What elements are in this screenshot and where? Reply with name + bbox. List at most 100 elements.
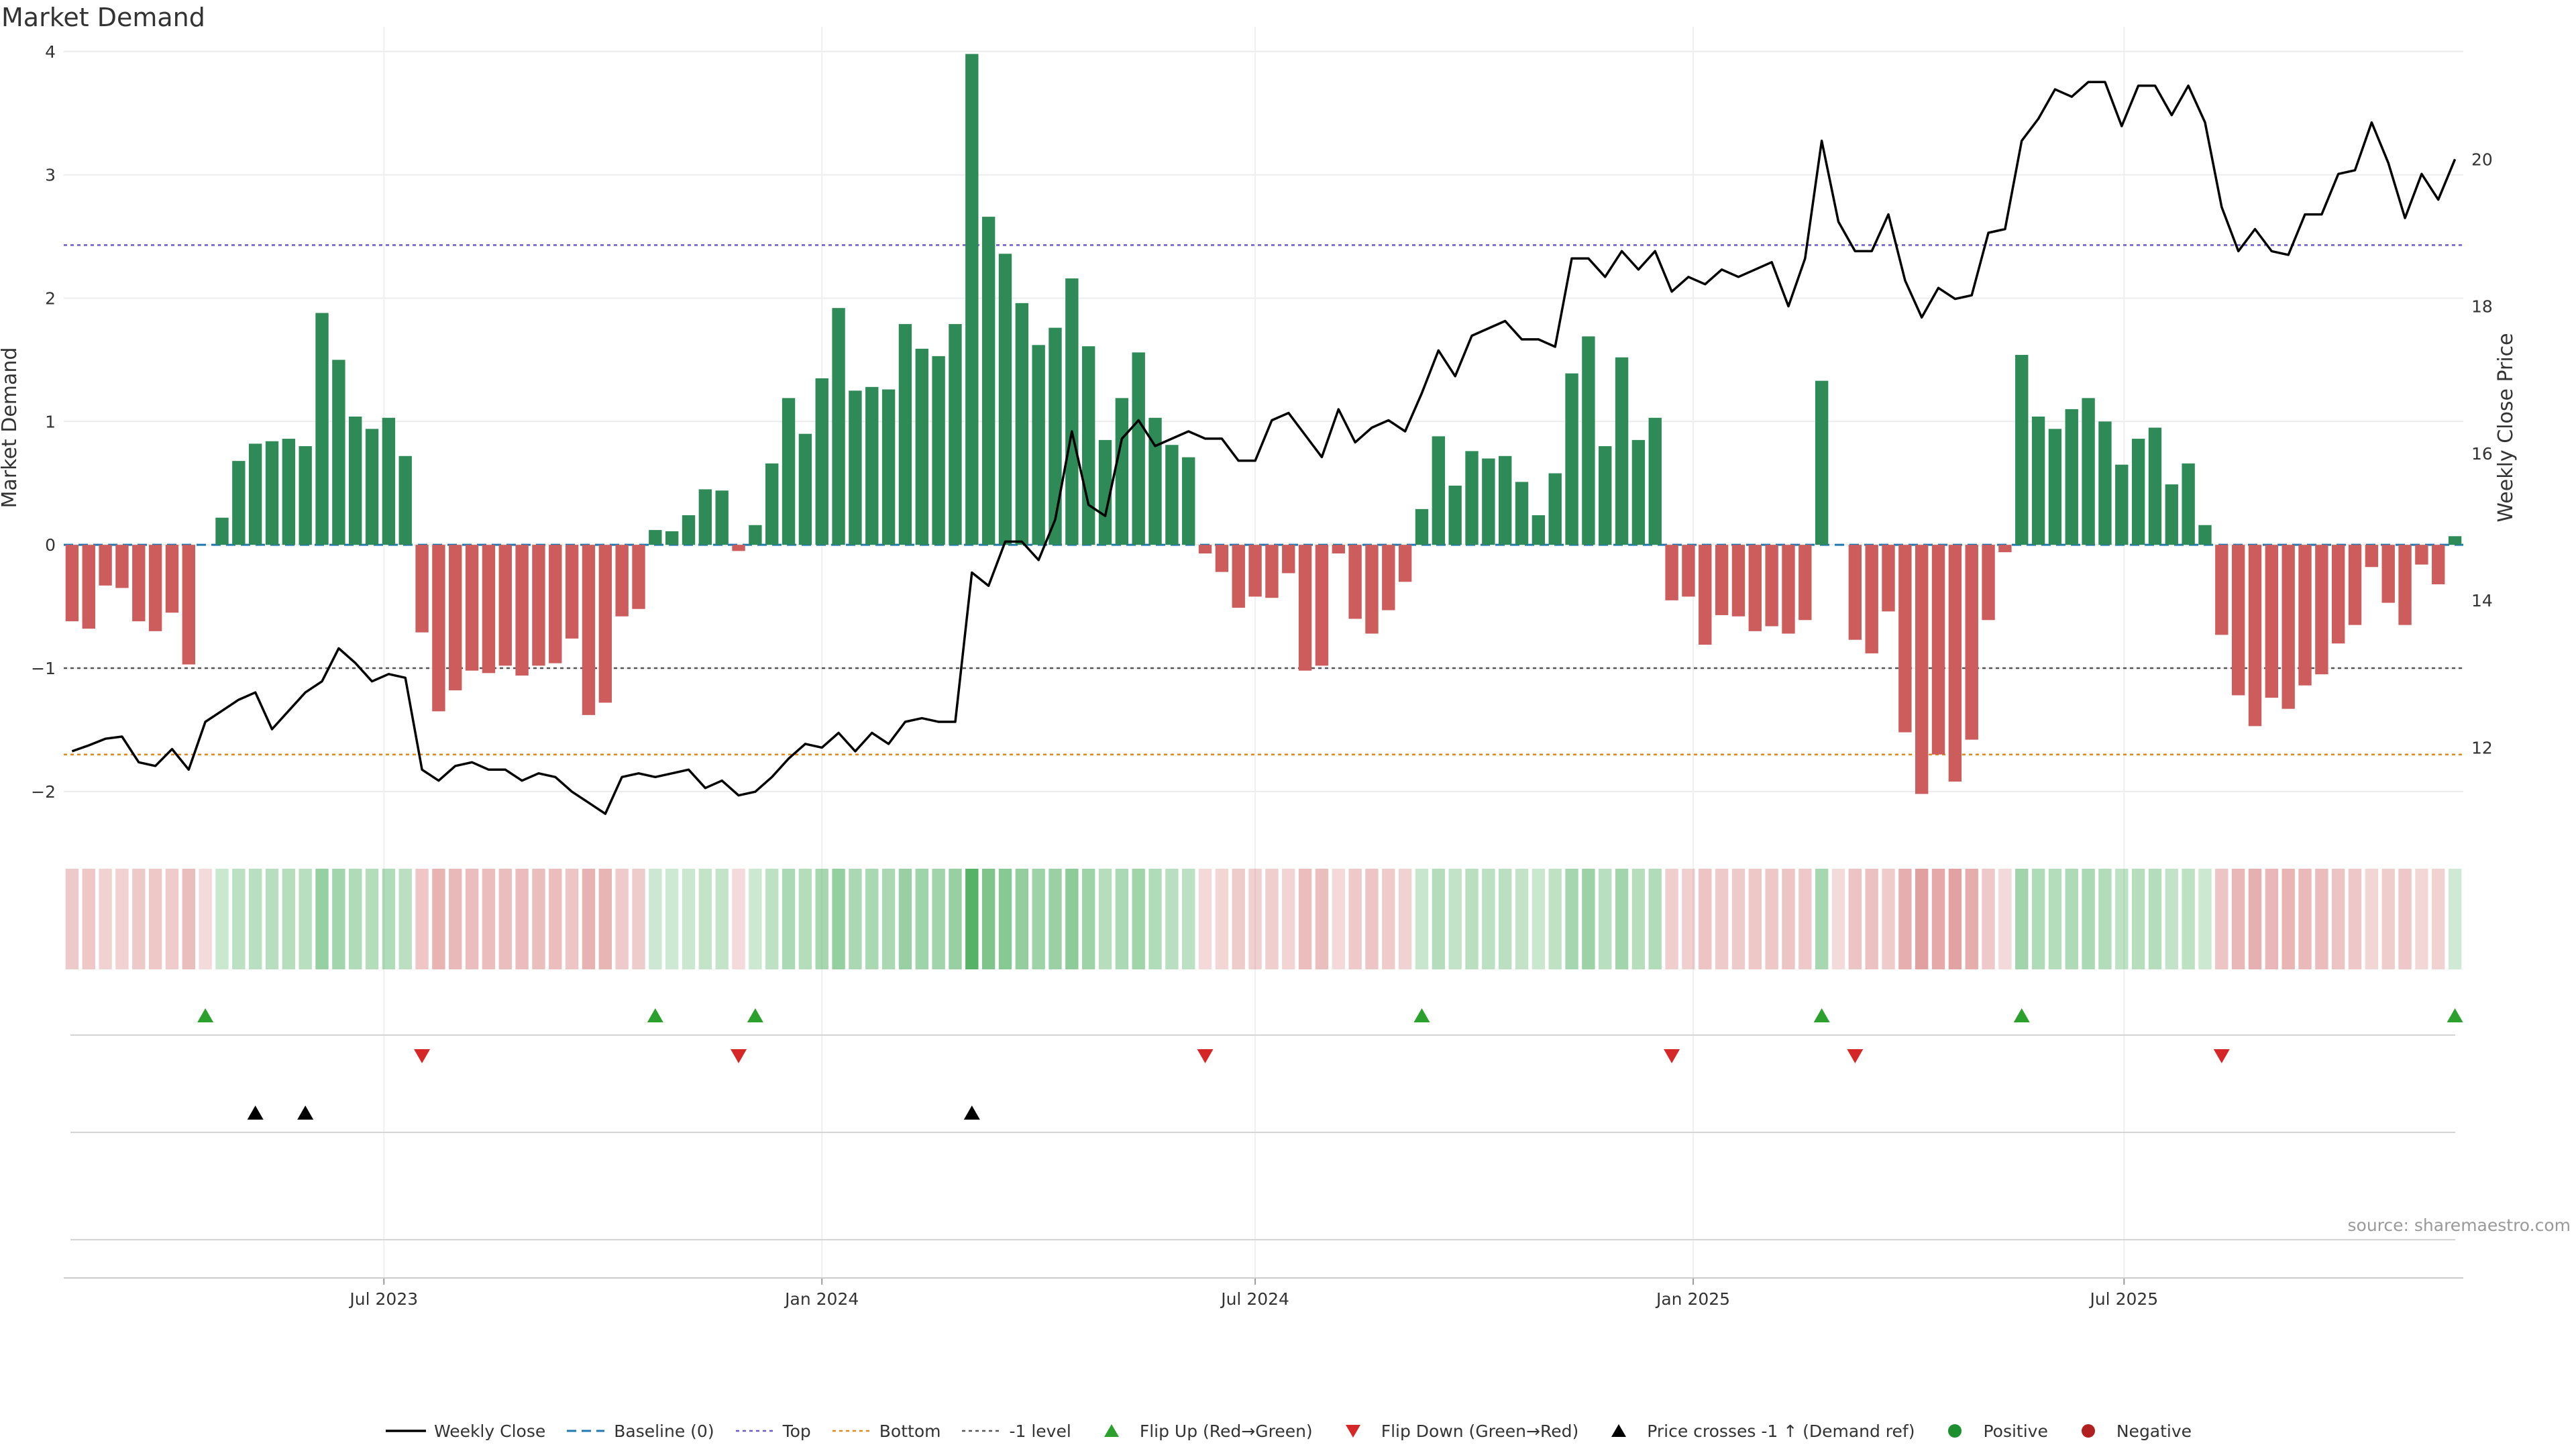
demand-bar <box>1931 545 1945 755</box>
demand-heat-cell <box>1665 869 1678 969</box>
flip-down-marker <box>414 1049 431 1063</box>
chart-title: Market Demand <box>1 3 205 32</box>
demand-heat-cell <box>2282 869 2295 969</box>
demand-bar <box>332 360 345 545</box>
demand-bar <box>1015 303 1029 545</box>
demand-bar <box>765 463 779 545</box>
demand-bar <box>2432 545 2445 584</box>
demand-heat-cell <box>2031 869 2045 969</box>
demand-bar <box>2082 398 2095 545</box>
flip-down-marker <box>1664 1049 1680 1063</box>
weekly-close-line <box>71 80 2457 815</box>
demand-heat-cell <box>1115 869 1129 969</box>
demand-heat-cell <box>782 869 796 969</box>
demand-heat-cell <box>1748 869 1762 969</box>
demand-bar <box>1498 455 1512 545</box>
demand-bar <box>315 313 329 545</box>
demand-bar <box>1599 446 1612 545</box>
demand-heat-cell <box>715 869 729 969</box>
demand-bar <box>1982 545 1995 621</box>
demand-bar <box>1032 345 1045 545</box>
demand-heat-cell <box>365 869 379 969</box>
demand-heat-cell <box>732 869 745 969</box>
price-cross-marker <box>297 1106 314 1120</box>
demand-bar <box>749 525 762 545</box>
demand-heat-cell <box>1965 869 1978 969</box>
demand-bar <box>1682 545 1695 597</box>
demand-bar <box>1415 508 1429 545</box>
x-tick-label: Jan 2025 <box>1655 1289 1730 1309</box>
demand-bar <box>415 545 429 633</box>
demand-bar <box>2198 525 2212 545</box>
demand-heat-cell <box>998 869 1012 969</box>
demand-bar <box>1515 482 1529 545</box>
demand-bar <box>2065 409 2078 545</box>
demand-heat-cell <box>1865 869 1878 969</box>
demand-bar <box>2398 545 2412 625</box>
demand-bar <box>365 429 379 545</box>
demand-heat-cell <box>398 869 412 969</box>
demand-bar <box>2298 545 2312 686</box>
demand-bar <box>2231 545 2245 696</box>
legend-symbol-line <box>385 1430 426 1432</box>
demand-bar <box>715 490 729 545</box>
demand-bar <box>865 386 879 545</box>
demand-heat-cell <box>1282 869 1295 969</box>
demand-heat-cell <box>582 869 596 969</box>
demand-heat-cell <box>2265 869 2279 969</box>
demand-heat-cell <box>282 869 296 969</box>
legend-symbol-dot <box>832 1430 870 1432</box>
demand-bar <box>881 389 896 545</box>
demand-heat-cell <box>1548 869 1562 969</box>
demand-bar <box>1182 457 1195 545</box>
demand-bar <box>1382 545 1395 610</box>
demand-bar <box>698 489 712 545</box>
demand-bar <box>1398 545 1412 582</box>
demand-bar <box>215 517 229 545</box>
demand-heat-cell <box>965 869 979 969</box>
demand-bar <box>1132 352 1145 545</box>
demand-bar <box>1065 278 1079 545</box>
legend-item-minus1: -1 level <box>959 1421 1071 1441</box>
demand-heat-cell <box>981 869 996 969</box>
price-cross-marker <box>247 1106 264 1120</box>
demand-heat-cell <box>2448 869 2462 969</box>
demand-heat-cell <box>199 869 212 969</box>
demand-heat-cell <box>82 869 95 969</box>
demand-bar <box>1915 545 1929 794</box>
demand-heat-cell <box>1915 869 1929 969</box>
demand-heat-cell <box>682 869 696 969</box>
demand-heat-cell <box>1532 869 1546 969</box>
demand-heat-cell <box>415 869 429 969</box>
demand-heat-cell <box>1615 869 1629 969</box>
demand-heat-cell <box>1032 869 1045 969</box>
demand-heat-cell <box>1215 869 1229 969</box>
demand-bar <box>1715 545 1729 615</box>
demand-bar <box>615 545 629 616</box>
legend-symbol-dot <box>735 1430 773 1432</box>
demand-bar <box>99 545 112 586</box>
demand-heat-cell <box>1182 869 1195 969</box>
demand-heat-cell <box>148 869 162 969</box>
demand-bar <box>165 545 179 613</box>
demand-bar <box>2165 484 2178 545</box>
demand-bar <box>2148 427 2162 545</box>
demand-bar <box>932 356 945 545</box>
demand-bar <box>2332 545 2345 644</box>
demand-heat-cell <box>898 869 912 969</box>
demand-bar <box>482 545 496 674</box>
demand-heat-cell <box>232 869 246 969</box>
y2-axis-title: Weekly Close Price <box>2494 333 2518 522</box>
demand-bar <box>2365 545 2379 568</box>
demand-heat-cell <box>765 869 779 969</box>
legend-label: -1 level <box>1009 1421 1071 1441</box>
demand-bar <box>1865 545 1878 653</box>
demand-heat-cell <box>615 869 629 969</box>
demand-heat-cell <box>1765 869 1778 969</box>
demand-bar <box>1965 545 1978 740</box>
demand-heat-cell <box>1198 869 1212 969</box>
demand-bar <box>2248 545 2262 727</box>
demand-bar <box>665 531 679 545</box>
demand-bar <box>1232 545 1245 608</box>
demand-bar <box>2048 429 2062 545</box>
